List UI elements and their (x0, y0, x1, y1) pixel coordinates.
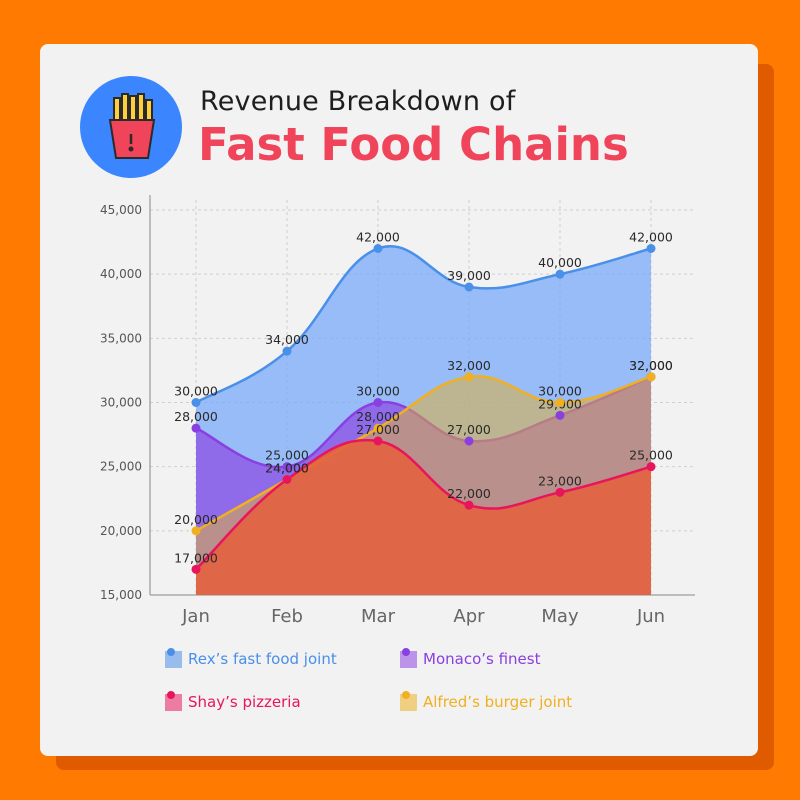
legend-item: Shay’s pizzeria (165, 690, 301, 711)
data-label: 17,000 (174, 550, 218, 565)
data-label: 28,000 (356, 409, 400, 424)
data-point (191, 398, 201, 407)
legend-label: Alfred’s burger joint (423, 693, 573, 711)
data-label: 42,000 (629, 230, 673, 245)
data-point (373, 398, 383, 407)
data-point (373, 423, 383, 433)
data-label: 34,000 (265, 332, 309, 347)
y-tick-label: 45,000 (100, 203, 142, 217)
data-label: 25,000 (265, 448, 309, 463)
data-point (555, 487, 565, 497)
chart-title-line-2: Fast Food Chains (198, 118, 629, 171)
data-label: 25,000 (629, 448, 673, 463)
y-tick-label: 15,000 (100, 588, 142, 602)
y-tick-label: 40,000 (100, 267, 142, 281)
data-label: 30,000 (174, 384, 218, 399)
chart-title-line-1: Revenue Breakdown of (200, 86, 516, 117)
data-point (464, 436, 474, 446)
data-point (555, 398, 565, 407)
data-point (282, 475, 292, 484)
data-point (464, 282, 474, 292)
legend-label: Rex’s fast food joint (188, 650, 337, 668)
y-tick-label: 30,000 (100, 396, 142, 410)
legend-swatch (165, 690, 182, 711)
x-tick-label: Apr (453, 606, 485, 627)
data-point (191, 526, 201, 536)
y-tick-label: 35,000 (100, 331, 142, 345)
legend-item: Alfred’s burger joint (400, 690, 573, 711)
data-label: 30,000 (356, 384, 400, 399)
data-label: 27,000 (447, 422, 491, 437)
french-fries-icon (80, 76, 182, 178)
x-tick-label: Feb (271, 606, 303, 627)
data-label: 30,000 (538, 384, 582, 399)
data-point (373, 244, 383, 253)
legend-swatch (165, 647, 182, 668)
legend-label: Shay’s pizzeria (188, 693, 301, 711)
data-point (191, 564, 201, 574)
legend-item: Monaco’s finest (400, 647, 541, 668)
data-point (646, 372, 656, 382)
data-point (646, 462, 656, 472)
data-label: 32,000 (629, 358, 673, 373)
data-point (282, 346, 292, 356)
series-area (196, 440, 651, 595)
y-tick-label: 20,000 (100, 524, 142, 538)
y-tick-label: 25,000 (100, 460, 142, 474)
legend-item: Rex’s fast food joint (165, 647, 337, 668)
data-label: 28,000 (174, 409, 218, 424)
data-point (282, 462, 292, 472)
x-tick-label: Mar (361, 606, 396, 627)
x-tick-label: Jun (636, 606, 665, 627)
legend-label: Monaco’s finest (423, 650, 541, 668)
data-point (373, 436, 383, 446)
data-label: 32,000 (447, 358, 491, 373)
x-tick-label: Jan (181, 606, 210, 627)
data-label: 32,000 (629, 358, 673, 373)
x-tick-label: May (541, 606, 579, 627)
data-label: 39,000 (447, 268, 491, 283)
data-label: 24,000 (265, 461, 309, 476)
data-label: 22,000 (447, 486, 491, 501)
data-label: 24,000 (265, 461, 309, 476)
data-point (464, 372, 474, 382)
data-point (555, 269, 565, 279)
data-label: 23,000 (538, 473, 582, 488)
data-label: 20,000 (174, 512, 218, 527)
data-point (646, 244, 656, 253)
legend-swatch (400, 690, 417, 711)
data-label: 40,000 (538, 255, 582, 270)
data-label: 27,000 (356, 422, 400, 437)
data-label: 42,000 (356, 230, 400, 245)
data-point (191, 423, 201, 433)
data-point (464, 500, 474, 510)
legend-swatch (400, 647, 417, 668)
data-point (555, 410, 565, 420)
